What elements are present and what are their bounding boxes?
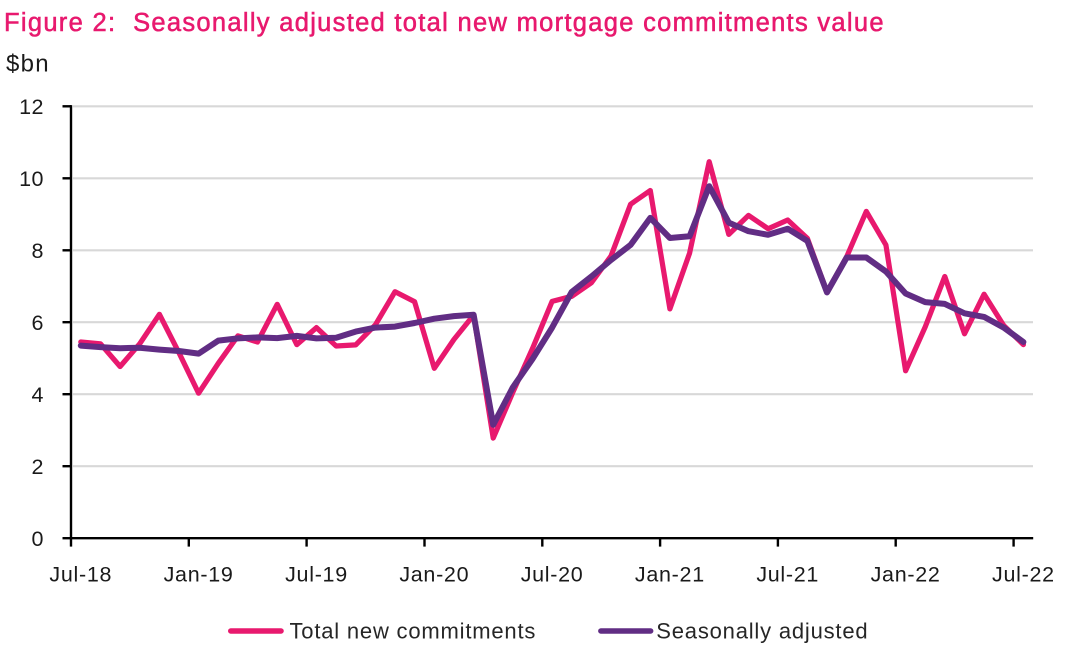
- svg-text:Jan-22: Jan-22: [871, 562, 941, 586]
- svg-text:Seasonally adjusted: Seasonally adjusted: [656, 619, 868, 644]
- svg-text:Jan-21: Jan-21: [635, 562, 705, 586]
- svg-text:Jan-19: Jan-19: [164, 562, 234, 586]
- svg-text:10: 10: [19, 167, 44, 191]
- svg-text:$bn: $bn: [6, 50, 50, 77]
- svg-text:Jul-21: Jul-21: [756, 562, 819, 586]
- svg-text:Figure 2: Seasonally adjusted: Figure 2: Seasonally adjusted total new …: [4, 9, 885, 37]
- svg-text:12: 12: [19, 95, 44, 119]
- svg-text:Jul-20: Jul-20: [521, 562, 584, 586]
- svg-text:Jul-18: Jul-18: [49, 562, 112, 586]
- svg-text:0: 0: [32, 527, 44, 551]
- svg-text:Jul-22: Jul-22: [992, 562, 1055, 586]
- svg-text:Jul-19: Jul-19: [285, 562, 348, 586]
- svg-text:Jan-20: Jan-20: [399, 562, 469, 586]
- svg-text:8: 8: [32, 239, 44, 263]
- svg-text:6: 6: [32, 311, 44, 335]
- svg-text:2: 2: [32, 455, 44, 479]
- svg-text:4: 4: [32, 383, 44, 407]
- svg-text:Total new commitments: Total new commitments: [290, 619, 537, 644]
